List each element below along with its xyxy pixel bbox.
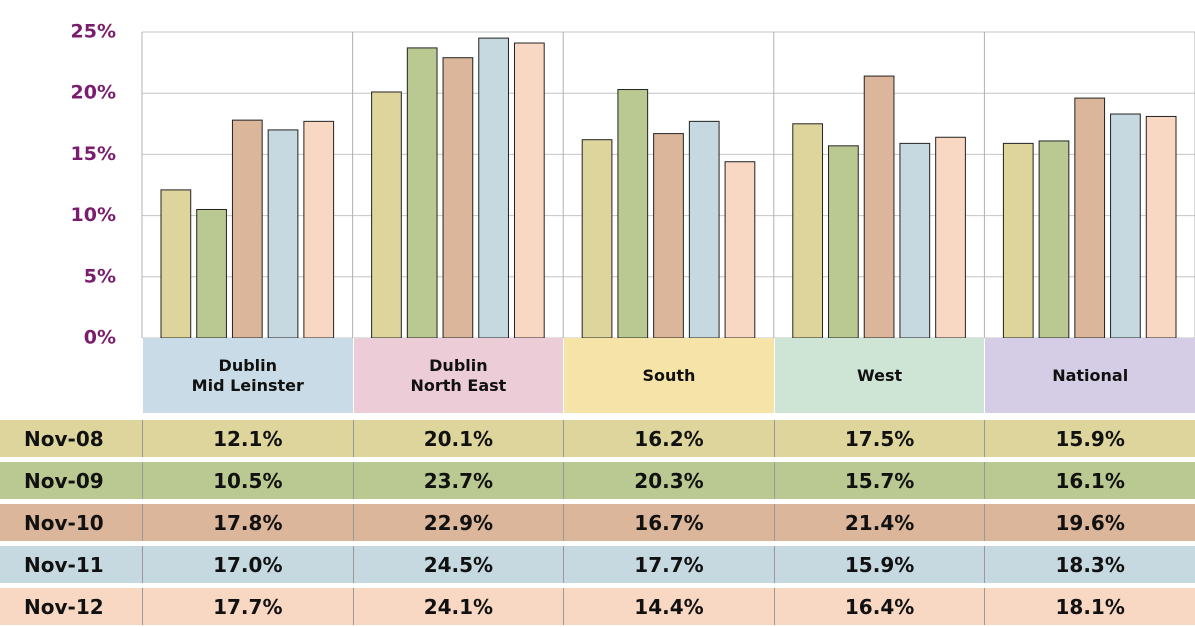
bar xyxy=(899,142,931,339)
table-row xyxy=(0,588,1195,625)
bar xyxy=(371,91,402,339)
category-header: National xyxy=(984,338,1195,413)
table-row xyxy=(0,546,1195,583)
bar xyxy=(442,57,474,339)
table-cell: 19.6% xyxy=(984,504,1195,541)
table-cell: 17.7% xyxy=(563,546,774,583)
category-header: West xyxy=(773,338,985,413)
table-cell: 16.7% xyxy=(563,504,774,541)
bar xyxy=(724,161,756,339)
bar xyxy=(653,133,684,339)
table-cell: 20.3% xyxy=(563,462,774,499)
table-cell: 21.4% xyxy=(773,504,985,541)
category-header: Dublin Mid Leinster xyxy=(142,338,353,413)
y-tick-label: 15% xyxy=(71,143,116,165)
table-cell: 14.4% xyxy=(563,588,774,625)
row-label: Nov-10 xyxy=(24,510,104,535)
bar xyxy=(935,136,966,339)
table-cell: 16.4% xyxy=(773,588,985,625)
row-label: Nov-11 xyxy=(24,552,104,577)
y-tick-label: 0% xyxy=(84,327,116,349)
table-row xyxy=(0,462,1195,499)
bar xyxy=(581,139,613,339)
table-cell: 22.9% xyxy=(352,504,564,541)
row-label: Nov-08 xyxy=(24,426,104,451)
bar xyxy=(792,123,824,339)
bar xyxy=(1002,142,1034,339)
table-cell: 16.1% xyxy=(984,462,1195,499)
bar xyxy=(828,145,859,339)
table-cell: 15.9% xyxy=(773,546,985,583)
table-cell: 17.8% xyxy=(142,504,353,541)
y-tick-label: 10% xyxy=(71,204,116,226)
bar xyxy=(267,129,299,339)
table-cell: 17.0% xyxy=(142,546,353,583)
bar xyxy=(1145,115,1177,339)
table-cell: 17.5% xyxy=(773,420,985,457)
table-cell: 15.7% xyxy=(773,462,985,499)
bar xyxy=(196,208,227,339)
bar xyxy=(617,89,649,339)
bar xyxy=(160,189,192,339)
row-label: Nov-09 xyxy=(24,468,104,493)
table-cell: 17.7% xyxy=(142,588,353,625)
bar xyxy=(863,75,895,339)
bar xyxy=(478,37,509,339)
table-cell: 18.1% xyxy=(984,588,1195,625)
y-tick-label: 20% xyxy=(71,82,116,104)
table-cell: 10.5% xyxy=(142,462,353,499)
table-cell: 20.1% xyxy=(352,420,564,457)
bar xyxy=(303,120,335,339)
table-cell: 16.2% xyxy=(563,420,774,457)
table-cell: 24.5% xyxy=(352,546,564,583)
category-header: South xyxy=(563,338,774,413)
y-tick-label: 5% xyxy=(84,265,116,287)
table-cell: 23.7% xyxy=(352,462,564,499)
bar xyxy=(688,120,720,339)
table-cell: 15.9% xyxy=(984,420,1195,457)
bar xyxy=(406,47,438,339)
bar xyxy=(1038,140,1070,339)
bar xyxy=(1110,113,1141,339)
bar xyxy=(231,119,263,339)
bar xyxy=(1074,97,1106,339)
table-row xyxy=(0,504,1195,541)
table-cell: 18.3% xyxy=(984,546,1195,583)
table-row xyxy=(0,420,1195,457)
y-tick-label: 25% xyxy=(71,21,116,43)
bar xyxy=(513,42,545,339)
category-header: Dublin North East xyxy=(352,338,564,413)
table-cell: 24.1% xyxy=(352,588,564,625)
table-cell: 12.1% xyxy=(142,420,353,457)
row-label: Nov-12 xyxy=(24,594,104,619)
